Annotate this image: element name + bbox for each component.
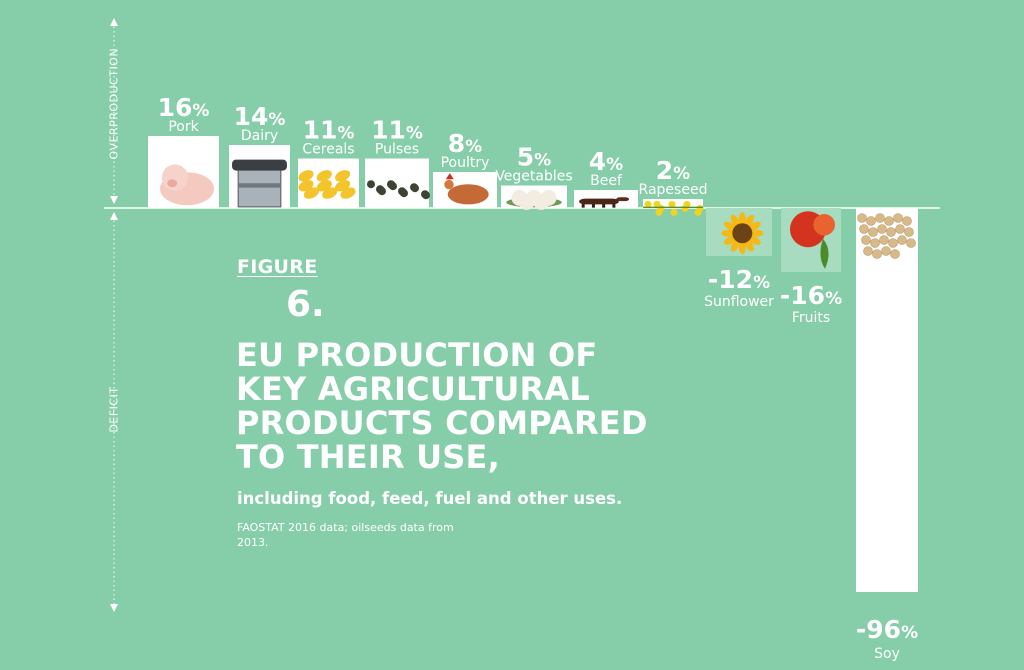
category-label: Beef [590, 173, 623, 189]
source-note: FAOSTAT 2016 data; oilseeds data from 20… [237, 521, 454, 549]
soybeans-icon [857, 213, 916, 259]
arrow-down-icon [110, 196, 118, 204]
milk-can-icon [232, 159, 287, 208]
value-label: 5% [517, 143, 551, 172]
bar-group-cereals: 11%Cereals [298, 116, 359, 208]
pig-icon [160, 164, 215, 206]
category-label: Cereals [302, 142, 354, 158]
bar-group-dairy: 14%Dairy [229, 102, 290, 208]
bar-group-pork: 16%Pork [148, 93, 219, 208]
corn-kernels-icon [298, 170, 356, 199]
axis-label-overproduction: OVERPRODUCTION [107, 47, 121, 160]
title-line: TO THEIR USE, [236, 438, 500, 476]
bar-group-fruits: -16%Fruits [780, 208, 842, 326]
category-label: Soy [874, 646, 900, 662]
bar-group-vegetables: 5%Vegetables [495, 143, 573, 210]
sunflower-icon [721, 212, 764, 255]
arrow-up-icon [110, 18, 118, 26]
apple-icon [790, 211, 835, 269]
value-label: 16% [158, 93, 210, 122]
category-label: Fruits [792, 310, 830, 326]
value-label: -16% [780, 281, 842, 310]
category-label: Dairy [241, 128, 278, 144]
bar-group-beef: 4%Beef [574, 147, 638, 208]
category-label: Pork [168, 119, 199, 135]
category-label: Poultry [441, 155, 490, 171]
cow-icon [579, 197, 630, 208]
title-line: PRODUCTS COMPARED [236, 404, 648, 442]
value-label: 2% [656, 156, 690, 185]
bar-group-pulses: 11%Pulses [365, 116, 430, 208]
category-label: Rapeseed [639, 182, 708, 198]
arrow-up-icon [110, 212, 118, 220]
lentils-icon [367, 180, 430, 200]
value-label: 11% [303, 116, 355, 145]
hen-icon [444, 173, 489, 205]
bar-group-rapeseed: 2%Rapeseed [639, 156, 708, 216]
value-label: 8% [448, 129, 482, 158]
title-line: EU PRODUCTION OF [236, 336, 598, 374]
chart-title: EU PRODUCTION OF KEY AGRICULTURAL PRODUC… [236, 338, 656, 474]
category-label: Pulses [375, 142, 419, 158]
category-label: Vegetables [495, 169, 572, 185]
arrow-down-icon [110, 604, 118, 612]
title-line: KEY AGRICULTURAL [236, 370, 590, 408]
value-label: 14% [234, 102, 286, 131]
rapeseed-flower-icon [643, 200, 704, 216]
chart-subtitle: including food, feed, fuel and other use… [237, 489, 623, 508]
category-label: Sunflower [704, 294, 774, 310]
value-label: -12% [708, 265, 770, 294]
bar-group-soy: -96% Soy [856, 208, 918, 662]
bar [365, 158, 429, 208]
figure-label: FIGURE [237, 256, 318, 278]
value-label: -96% [856, 615, 918, 644]
value-label: 11% [371, 116, 423, 145]
figure-number: 6. [286, 284, 325, 325]
bar-group-poultry: 8%Poultry [433, 129, 497, 208]
cauliflower-icon [506, 189, 562, 210]
value-label: 4% [589, 147, 623, 176]
bar-group-sunflower: -12%Sunflower [704, 208, 774, 310]
bar [856, 208, 918, 592]
axis-label-deficit: DEFICIT [107, 386, 121, 433]
